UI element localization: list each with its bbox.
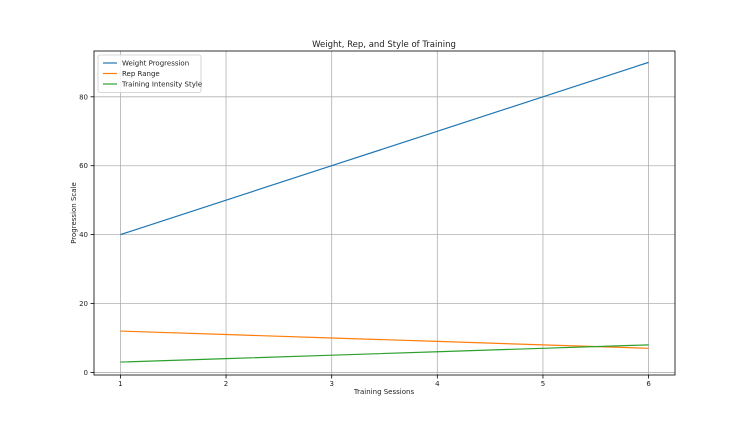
chart-title: Weight, Rep, and Style of Training: [312, 40, 456, 50]
y-axis-label: Progression Scale: [70, 182, 78, 244]
x-tick-label: 5: [541, 380, 545, 388]
x-axis-ticks: 1 2 3 4 5 6: [118, 375, 651, 388]
plot-frame: [93, 50, 676, 376]
series-line-rep-range: [120, 330, 649, 349]
y-tick-label: 20: [79, 300, 88, 308]
series-line-training-intensity-style: [120, 344, 649, 363]
legend-box: [97, 54, 202, 93]
x-axis-label: Training Sessions: [353, 388, 415, 396]
y-tick-label: 80: [79, 93, 88, 101]
x-tick-label: 4: [435, 380, 440, 388]
legend: Weight Progression Rep Range Training Inte…: [97, 54, 202, 93]
grid: [94, 51, 675, 375]
y-axis-ticks: 0 20 40 60 80: [79, 93, 94, 377]
y-tick-label: 0: [84, 369, 88, 377]
series-lines: [120, 61, 649, 363]
legend-label-training-intensity-style: Training Intensity Style: [121, 81, 202, 89]
y-tick-label: 40: [79, 231, 88, 239]
x-tick-label: 1: [118, 380, 122, 388]
legend-label-weight-progression: Weight Progression: [122, 60, 189, 68]
x-tick-label: 6: [646, 380, 651, 388]
series-line-weight-progression: [120, 61, 649, 236]
legend-label-rep-range: Rep Range: [122, 70, 160, 78]
x-tick-label: 3: [329, 380, 333, 388]
x-tick-label: 2: [224, 380, 228, 388]
y-tick-label: 60: [79, 162, 88, 170]
